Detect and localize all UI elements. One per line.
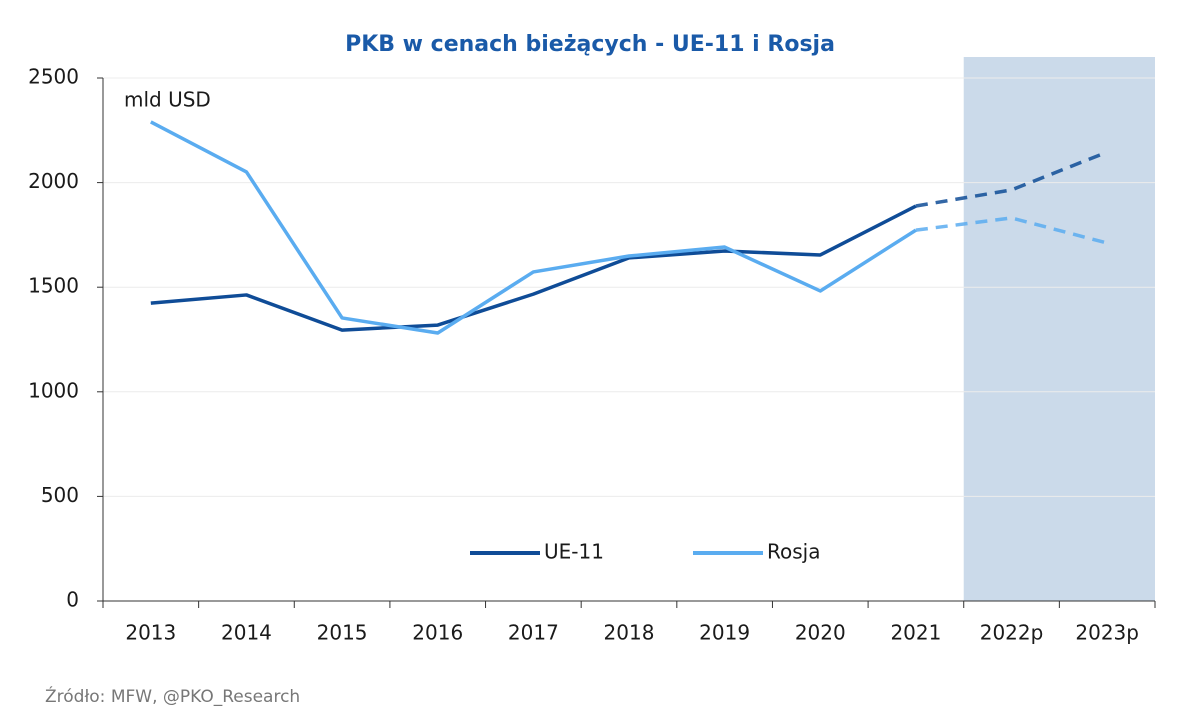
x-tick-label: 2020 <box>795 621 846 645</box>
series-line <box>915 150 1108 208</box>
series-line <box>915 216 1108 245</box>
x-tick-label: 2015 <box>317 621 368 645</box>
legend-label: Rosja <box>767 540 820 564</box>
x-tick-label: 2023p <box>1075 621 1139 645</box>
y-tick-label: 500 <box>41 483 79 507</box>
x-tick-label: 2017 <box>508 621 559 645</box>
x-tick-label: 2018 <box>604 621 655 645</box>
y-tick-label: 1000 <box>28 378 79 402</box>
x-tick-label: 2021 <box>890 621 941 645</box>
legend-label: UE-11 <box>544 540 604 564</box>
y-tick-label: 0 <box>66 588 79 612</box>
series-line <box>150 120 917 335</box>
chart-title: PKB w cenach bieżących - UE-11 i Rosja <box>345 32 835 57</box>
y-tick-label: 2000 <box>28 169 79 193</box>
x-tick-label: 2016 <box>412 621 463 645</box>
forecast-shade <box>963 57 1155 601</box>
y-tick-label: 1500 <box>28 274 79 298</box>
series-line <box>150 204 917 332</box>
x-tick-label: 2022p <box>980 621 1044 645</box>
source-note: Źródło: MFW, @PKO_Research <box>45 685 300 707</box>
x-tick-label: 2019 <box>699 621 750 645</box>
y-unit-label: mld USD <box>124 88 211 112</box>
x-tick-label: 2014 <box>221 621 272 645</box>
y-tick-label: 2500 <box>28 65 79 89</box>
x-tick-label: 2013 <box>125 621 176 645</box>
